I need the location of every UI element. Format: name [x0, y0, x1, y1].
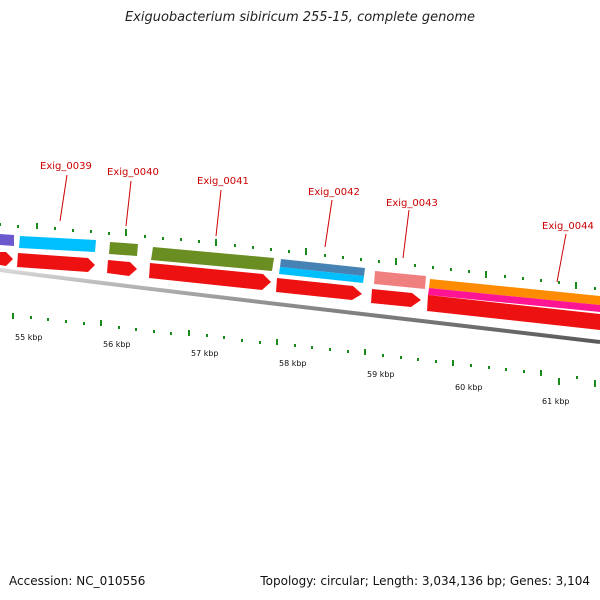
gene-feature-exig-0041[interactable] [151, 247, 274, 271]
scale-label: 57 kbp [191, 349, 219, 358]
gene-feature-exig-0039[interactable] [19, 236, 96, 252]
cds-arrow[interactable] [17, 253, 95, 272]
accession-label: Accession: NC_010556 [9, 574, 146, 588]
gene-feature-exig-0042-b[interactable] [279, 267, 364, 283]
cds-arrow[interactable] [427, 295, 600, 330]
gene-label-exig-0040[interactable]: Exig_0040 [107, 167, 159, 178]
gene-feature-exig-0040[interactable] [109, 242, 138, 256]
gene-label-exig-0044[interactable]: Exig_0044 [542, 221, 594, 232]
scale-labels: 55 kbp 56 kbp 57 kbp 58 kbp 59 kbp 60 kb… [15, 333, 570, 406]
scale-label: 61 kbp [542, 397, 570, 406]
gene-labels: Exig_0039 Exig_0040 Exig_0041 Exig_0042 … [40, 161, 594, 232]
gene-label-exig-0042[interactable]: Exig_0042 [308, 187, 360, 198]
upper-ticks [0, 223, 596, 290]
label-leaders [59, 174, 567, 283]
scale-label: 59 kbp [367, 370, 395, 379]
gene-label-exig-0039[interactable]: Exig_0039 [40, 161, 92, 172]
gene-feature-exig-0043[interactable] [374, 271, 426, 289]
cds-arrow[interactable] [107, 260, 137, 276]
gene-feature-exig-0042-a[interactable] [280, 259, 365, 276]
scale-label: 55 kbp [15, 333, 43, 342]
cds-arrow[interactable] [0, 252, 13, 266]
scale-label: 58 kbp [279, 359, 307, 368]
gene-label-exig-0043[interactable]: Exig_0043 [386, 198, 438, 209]
cds-arrow[interactable] [371, 289, 421, 307]
scale-label: 60 kbp [455, 383, 483, 392]
gene-track-upper [0, 234, 600, 312]
gene-feature-purple[interactable] [0, 234, 14, 246]
cds-arrow[interactable] [149, 263, 271, 290]
scale-ticks [12, 313, 596, 387]
topology-label: Topology: circular; Length: 3,034,136 bp… [260, 574, 590, 588]
cds-arrow[interactable] [276, 278, 362, 300]
cds-track [0, 252, 600, 330]
scale-label: 56 kbp [103, 340, 131, 349]
gene-label-exig-0041[interactable]: Exig_0041 [197, 176, 249, 187]
map-title: Exiguobacterium sibiricum 255-15, comple… [124, 10, 476, 25]
genome-backbone [0, 268, 600, 344]
gene-feature-exig-0044-a[interactable] [429, 279, 600, 305]
gene-feature-exig-0044-b[interactable] [428, 288, 600, 312]
